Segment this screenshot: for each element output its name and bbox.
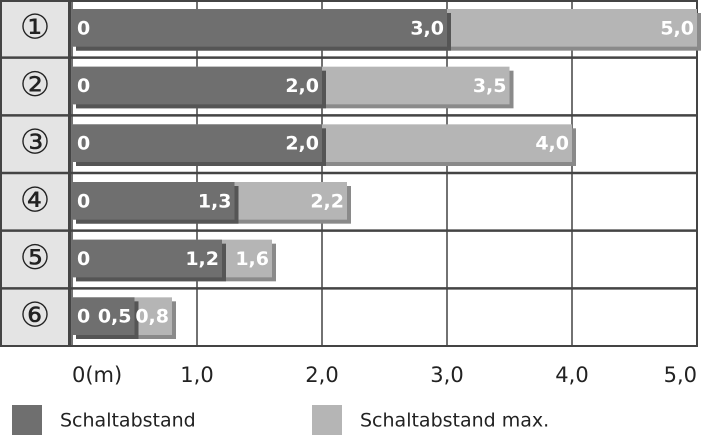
x-tick-label: 3,0 — [430, 363, 463, 387]
value-label: 1,6 — [235, 248, 269, 270]
value-label: 0,5 — [98, 306, 132, 328]
bar — [72, 66, 322, 105]
category-label: ② — [20, 65, 50, 105]
category-label: ⑥ — [20, 296, 50, 336]
bar-origin-label: 0 — [77, 133, 90, 155]
bar-origin-label: 0 — [77, 17, 90, 39]
value-label: 4,0 — [535, 133, 569, 155]
legend-swatch — [12, 405, 42, 435]
value-label: 2,0 — [285, 133, 319, 155]
value-label: 1,2 — [185, 248, 219, 270]
legend-label: Schaltabstand max. — [360, 410, 549, 432]
x-tick-label: 5,0 — [664, 363, 697, 387]
value-label: 3,0 — [410, 17, 444, 39]
x-tick-label: 0(m) — [72, 363, 122, 387]
value-label: 3,5 — [473, 75, 507, 97]
bar — [72, 124, 322, 162]
bar — [72, 9, 447, 47]
value-label: 1,3 — [198, 190, 232, 212]
legend-label: Schaltabstand — [60, 410, 196, 432]
bar-origin-label: 0 — [77, 306, 90, 328]
value-label: 2,0 — [285, 75, 319, 97]
bar — [72, 182, 235, 220]
bar-origin-label: 0 — [77, 75, 90, 97]
value-label: 2,2 — [310, 190, 344, 212]
legend-swatch — [312, 405, 342, 435]
value-label: 0,8 — [135, 306, 169, 328]
bar-origin-label: 0 — [77, 248, 90, 270]
category-label: ③ — [20, 123, 50, 163]
bar-origin-label: 0 — [77, 190, 90, 212]
bar — [72, 297, 135, 335]
x-tick-label: 1,0 — [180, 363, 213, 387]
category-label: ① — [20, 7, 50, 47]
x-tick-label: 4,0 — [555, 363, 588, 387]
category-label: ④ — [20, 180, 50, 220]
value-label: 5,0 — [660, 17, 694, 39]
category-label: ⑤ — [20, 238, 50, 278]
x-tick-label: 2,0 — [305, 363, 338, 387]
bar — [72, 239, 222, 278]
